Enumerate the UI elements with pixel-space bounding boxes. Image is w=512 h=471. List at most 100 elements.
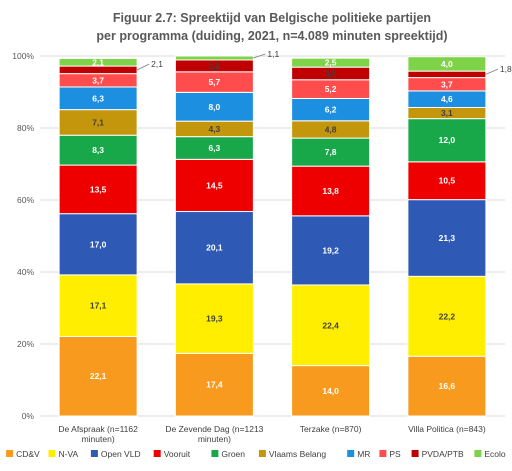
y-tick-label: 20%	[17, 339, 34, 349]
legend-label: N-VA	[59, 449, 79, 459]
y-tick-label: 40%	[17, 267, 34, 277]
y-axis-ticks: 0% 20% 40% 60% 80% 100%	[12, 51, 34, 421]
legend-label: MR	[357, 449, 370, 459]
data-label: 3,3	[208, 61, 220, 71]
callout-line	[485, 68, 499, 75]
category-label: Villa Politica (n=843)	[408, 424, 486, 434]
bar-segment	[407, 70, 487, 79]
bar-segment	[291, 57, 371, 68]
data-label: 7,8	[325, 147, 337, 157]
legend-label: CD&V	[16, 449, 40, 459]
data-label: 3,1	[441, 108, 453, 118]
bars: 22,1 17,1 17,0 13,5 8,3 7,1 6,3 3,7 2,1 2,1 17,4 19…	[58, 49, 512, 417]
legend-swatch	[6, 450, 14, 457]
bar-segment	[58, 58, 138, 67]
legend: CD&V N-VA Open VLD Vooruit Groen Vlaams Belan…	[6, 449, 506, 459]
data-label: 22,1	[90, 371, 107, 381]
data-label: 14,0	[322, 386, 339, 396]
bar-segment	[407, 161, 487, 201]
data-label: 3,7	[441, 79, 453, 89]
bar-segment	[58, 274, 138, 337]
data-label: 17,1	[90, 301, 107, 311]
bar-segment	[58, 134, 138, 166]
category-label: minuten)	[198, 434, 231, 444]
legend-label: Ecolo	[484, 449, 506, 459]
legend-swatch	[474, 450, 482, 457]
bar-segment	[58, 335, 138, 417]
bar-segment	[58, 109, 138, 136]
legend-swatch	[347, 450, 355, 457]
data-label: 5,2	[325, 84, 337, 94]
data-label: 22,2	[439, 311, 456, 321]
data-label: 19,3	[206, 314, 223, 324]
legend-label: PS	[389, 449, 401, 459]
legend-label: Open VLD	[101, 449, 141, 459]
legend-swatch	[411, 450, 419, 457]
data-label: 6,3	[92, 93, 104, 103]
data-label: 12,0	[439, 135, 456, 145]
data-label: 3,5	[325, 68, 337, 78]
category-label: De Afspraak (n=1162	[58, 424, 138, 434]
data-label: 5,7	[208, 77, 220, 87]
bar-segment	[174, 91, 254, 122]
data-label: 22,4	[322, 320, 339, 330]
category-label: Terzake (n=870)	[300, 424, 362, 434]
data-label: 4,3	[208, 124, 220, 134]
data-label: 1,1	[267, 49, 279, 59]
category-label: De Zevende Dag (n=1213	[165, 424, 263, 434]
y-tick-label: 0%	[22, 411, 35, 421]
callout-line	[253, 53, 266, 59]
data-label: 4,8	[325, 124, 337, 134]
bar-segment	[407, 118, 487, 163]
legend-label: PVDA/PTB	[422, 449, 464, 459]
bar-segment	[174, 55, 254, 61]
legend-swatch	[379, 450, 387, 457]
legend-swatch	[153, 450, 161, 457]
data-label: 1,8	[500, 64, 512, 74]
bar-segment	[174, 283, 254, 354]
legend-swatch	[211, 450, 219, 457]
data-label: 2,1	[151, 59, 163, 69]
category-label: minuten)	[82, 434, 115, 444]
bar-segment	[291, 215, 371, 286]
bar-segment	[291, 284, 371, 367]
data-label: 17,4	[206, 380, 223, 390]
bar-segment	[58, 213, 138, 276]
data-label: 14,5	[206, 180, 223, 190]
bar-segment	[291, 165, 371, 217]
legend-label: Vlaams Belang	[269, 449, 326, 459]
data-label: 2,1	[92, 57, 104, 67]
bar-segment	[407, 355, 487, 417]
data-label: 6,3	[208, 143, 220, 153]
chart-title-line-1: Figuur 2.7: Spreektijd van Belgische pol…	[113, 11, 431, 25]
legend-label: Groen	[221, 449, 245, 459]
y-tick-label: 60%	[17, 195, 34, 205]
data-label: 3,7	[92, 75, 104, 85]
chart-title-line-2: per programma (duiding, 2021, n=4.089 mi…	[96, 29, 447, 43]
data-label: 13,8	[322, 186, 339, 196]
bar-segment	[291, 137, 371, 167]
legend-label: Vooruit	[164, 449, 191, 459]
data-label: 6,2	[325, 105, 337, 115]
bar-segment	[174, 211, 254, 285]
data-label: 19,2	[322, 245, 339, 255]
data-label: 2,5	[325, 58, 337, 68]
y-tick-label: 100%	[12, 51, 34, 61]
data-label: 4,0	[441, 59, 453, 69]
y-tick-label: 80%	[17, 123, 34, 133]
data-label: 17,0	[90, 239, 107, 249]
legend-swatch	[48, 450, 56, 457]
bar-segment	[291, 365, 371, 417]
data-label: 16,6	[439, 381, 456, 391]
bar-segment	[407, 56, 487, 72]
data-label: 20,1	[206, 243, 223, 253]
legend-swatch	[258, 450, 266, 457]
data-label: 7,1	[92, 117, 104, 127]
callout-line	[136, 63, 150, 71]
bar-segment	[407, 275, 487, 357]
data-label: 4,6	[441, 94, 453, 104]
bar-segment	[174, 158, 254, 213]
data-label: 8,3	[92, 145, 104, 155]
